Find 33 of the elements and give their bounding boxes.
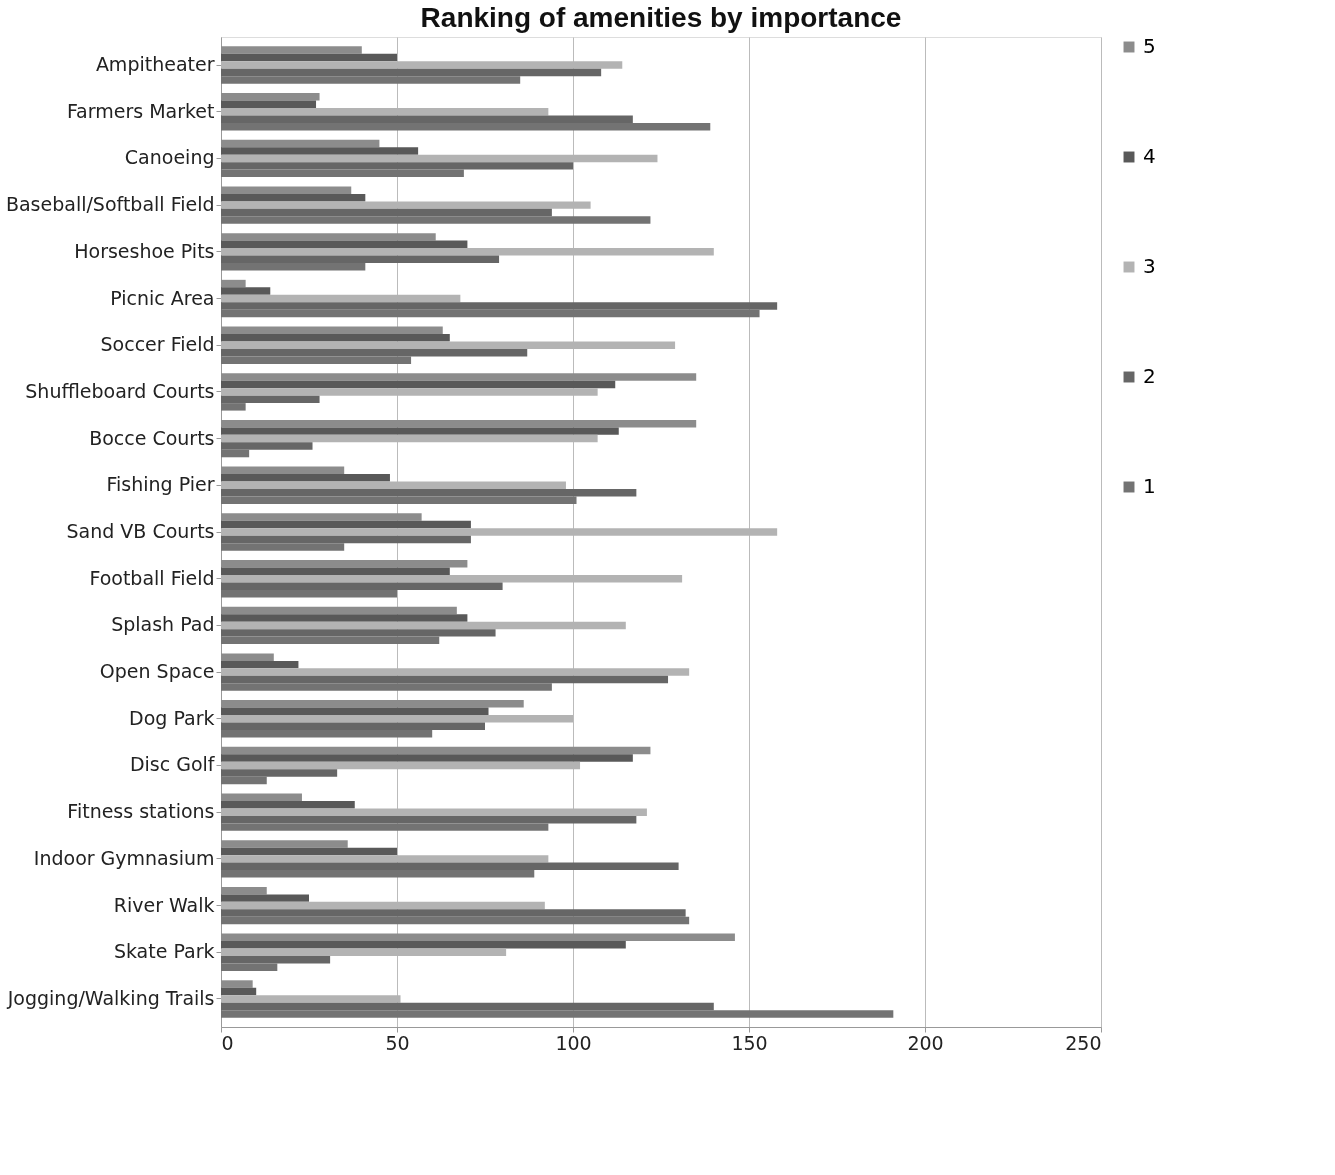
y-tick-label: River Walk xyxy=(113,893,215,916)
legend-label: 5 xyxy=(1143,34,1156,58)
x-tick-label: 0 xyxy=(221,1031,234,1054)
y-tick-label: Ampitheater xyxy=(95,53,215,76)
y-tick-label: Dog Park xyxy=(129,706,215,729)
y-tick-label: Open Space xyxy=(99,660,215,683)
y-tick-label: Indoor Gymnasium xyxy=(33,846,215,869)
y-tick-label: Fitness stations xyxy=(67,800,215,823)
y-tick-label: Jogging/Walking Trails xyxy=(6,986,215,1009)
y-tick-label: Sand VB Courts xyxy=(66,520,215,542)
y-tick-label: Skate Park xyxy=(113,940,215,963)
x-tick-label: 150 xyxy=(731,1031,768,1054)
y-tick-label: Canoeing xyxy=(124,146,215,169)
y-tick-label: Splash Pad xyxy=(111,613,215,636)
x-tick-label: 250 xyxy=(1065,1031,1102,1054)
x-tick-label: 200 xyxy=(907,1031,944,1054)
y-tick-label: Baseball/Softball Field xyxy=(5,193,215,216)
legend-label: 1 xyxy=(1143,474,1156,498)
y-tick-label: Picnic Area xyxy=(110,286,215,309)
y-tick-label: Horseshoe Pits xyxy=(74,239,215,262)
y-tick-label: Soccer Field xyxy=(100,333,215,356)
chart-title: Ranking of amenities by importance xyxy=(420,2,902,33)
x-tick-label: 50 xyxy=(385,1031,410,1054)
legend-label: 4 xyxy=(1143,144,1156,168)
legend-label: 2 xyxy=(1143,364,1156,388)
y-tick-label: Shuffleboard Courts xyxy=(25,379,215,402)
y-tick-label: Fishing Pier xyxy=(106,473,215,496)
y-tick-label: Farmers Market xyxy=(66,99,215,122)
legend-label: 3 xyxy=(1143,254,1156,278)
y-tick-label: Bocce Courts xyxy=(89,426,215,449)
y-tick-label: Disc Golf xyxy=(129,753,216,776)
x-tick-label: 100 xyxy=(555,1031,592,1054)
y-tick-label: Football Field xyxy=(89,566,215,589)
